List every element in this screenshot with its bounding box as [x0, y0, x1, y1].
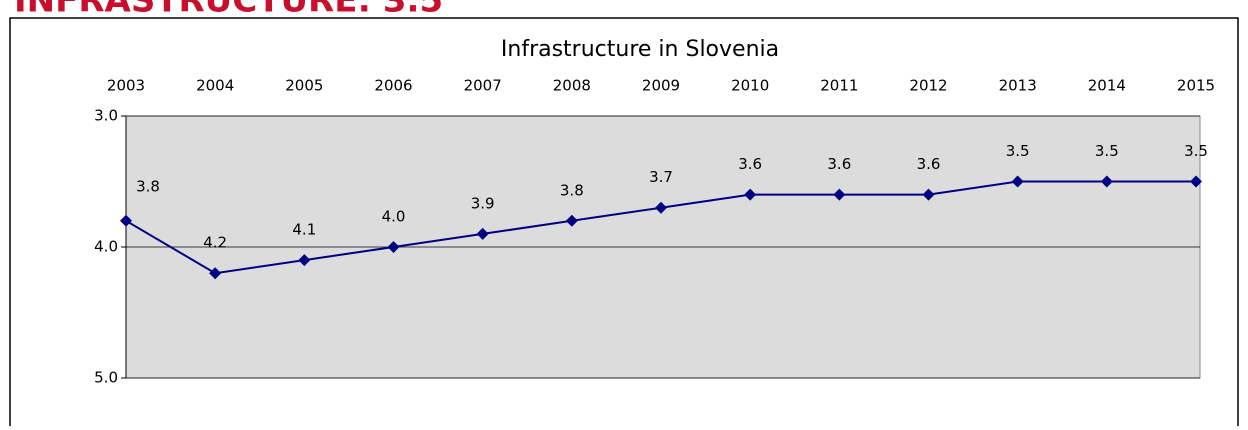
data-point — [120, 214, 132, 227]
data-point — [744, 188, 757, 201]
x-tick-label: 2008 — [553, 77, 591, 95]
data-point — [1190, 175, 1202, 188]
y-tick-label: 4.0 — [94, 238, 118, 256]
data-point — [476, 227, 489, 240]
data-point — [1011, 175, 1024, 188]
page-heading: INFRASTRUCTURE: 3.5 — [14, 0, 443, 21]
x-tick-label: 2004 — [196, 77, 234, 95]
data-label: 4.1 — [292, 221, 316, 239]
data-label: 3.6 — [827, 155, 851, 173]
data-point — [655, 201, 667, 214]
data-label: 4.0 — [382, 208, 406, 226]
data-label: 4.2 — [203, 234, 227, 252]
x-tick-label: 2012 — [909, 77, 947, 95]
x-tick-label: 2005 — [285, 77, 323, 95]
x-tick-label: 2006 — [374, 77, 412, 95]
chart-frame — [9, 17, 1239, 426]
data-label: 3.8 — [136, 177, 160, 195]
data-point — [209, 267, 222, 280]
data-label: 3.9 — [471, 194, 495, 212]
chart-title: Infrastructure in Slovenia — [501, 37, 779, 62]
x-tick-label: 2011 — [820, 77, 858, 95]
data-label: 3.5 — [1184, 142, 1208, 160]
x-tick-label: 2013 — [999, 77, 1037, 95]
x-tick-label: 2009 — [642, 77, 680, 95]
data-label: 3.7 — [649, 168, 673, 186]
x-tick-label: 2007 — [464, 77, 502, 95]
x-tick-label: 2003 — [107, 77, 145, 95]
x-tick-label: 2010 — [731, 77, 769, 95]
data-point — [1100, 175, 1113, 188]
data-point — [387, 241, 400, 253]
data-point — [833, 188, 846, 201]
data-label: 3.5 — [1095, 142, 1119, 160]
data-point — [298, 254, 311, 267]
data-label: 3.6 — [917, 155, 941, 173]
x-tick-label: 2015 — [1177, 77, 1215, 95]
data-point — [565, 214, 578, 227]
x-tick-label: 2014 — [1088, 77, 1126, 95]
data-point — [922, 188, 935, 201]
y-tick-label: 3.0 — [94, 107, 118, 125]
y-tick-label: 5.0 — [94, 369, 118, 387]
data-label: 3.5 — [1006, 142, 1030, 160]
data-label: 3.8 — [560, 181, 584, 199]
data-label: 3.6 — [738, 155, 762, 173]
